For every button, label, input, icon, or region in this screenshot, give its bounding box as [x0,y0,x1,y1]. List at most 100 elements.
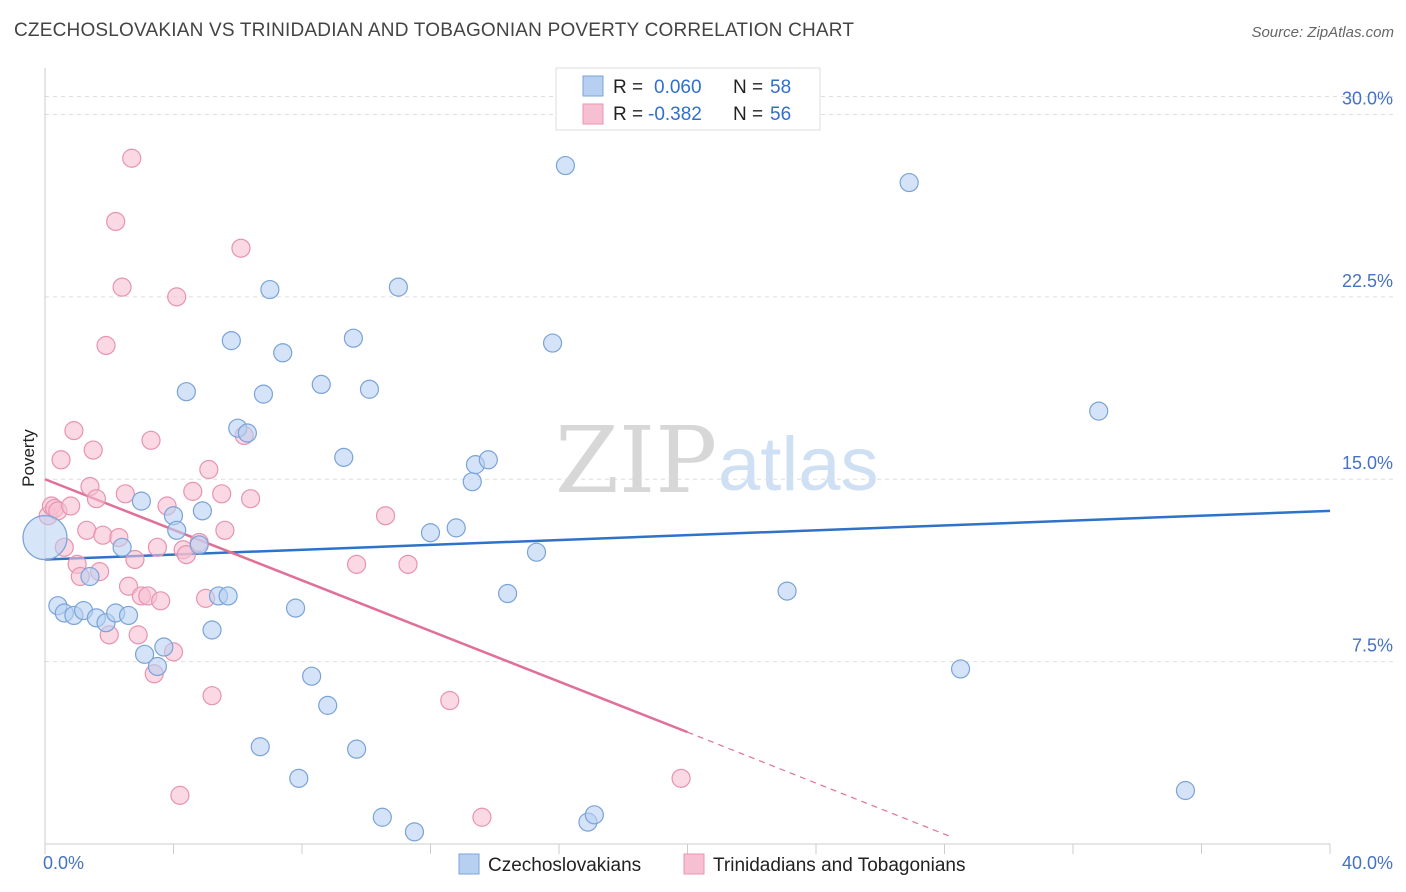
point-trinidadians-48 [347,554,367,574]
legend-swatch-blue [582,75,604,97]
point-czechoslovakians-23 [221,331,241,351]
legend-bottom-swatch-blue [458,853,480,875]
y-tick-labels: 7.5% 15.0% 22.5% 30.0% [1342,88,1393,655]
point-czechoslovakians-55 [950,659,971,679]
legend-n-label-blue: N = [733,77,763,98]
point-trinidadians-53 [671,768,691,788]
point-czechoslovakians-42 [420,523,441,543]
point-czechoslovakians-47 [498,583,518,604]
point-czechoslovakians-44 [462,472,482,492]
watermark-atlas: atlas [718,422,879,507]
legend-bottom-label-pink: Trinidadians and Tobagonians [713,855,965,876]
point-trinidadians-52 [472,807,492,827]
point-czechoslovakians-11 [131,491,151,511]
point-trinidadians-37 [176,545,196,565]
point-czechoslovakians-33 [311,374,331,394]
point-trinidadians-35 [170,785,190,805]
point-trinidadians-34 [167,287,187,307]
legend-bottom-swatch-pink [683,853,705,875]
y-tick-label-3: 30.0% [1342,88,1393,108]
point-trinidadians-10 [77,520,97,540]
point-czechoslovakians-40 [388,277,408,297]
point-czechoslovakians-41 [404,822,425,842]
legend-r-value-blue: 0.060 [654,77,702,98]
point-czechoslovakians-0 [22,514,68,561]
grid-lines [45,95,1393,663]
point-trinidadians-18 [106,211,126,232]
point-czechoslovakians-17 [176,382,196,402]
point-czechoslovakians-16 [167,520,187,540]
point-czechoslovakians-5 [80,566,100,587]
point-czechoslovakians-29 [273,343,293,363]
y-axis-title: Poverty [19,429,38,487]
point-czechoslovakians-57 [1175,780,1196,801]
point-trinidadians-28 [141,430,161,450]
point-czechoslovakians-12 [134,644,155,664]
point-trinidadians-4 [51,450,71,470]
legend-r-label-pink: R = [613,104,643,125]
legend-n-value-pink: 56 [770,104,791,125]
point-czechoslovakians-10 [118,605,139,626]
point-trinidadians-42 [202,686,222,706]
trend-line-0 [44,509,1331,561]
point-czechoslovakians-35 [334,447,354,467]
x-tick-label-1: 40.0% [1342,853,1393,873]
point-czechoslovakians-53 [777,581,797,601]
trend-line-2 [687,731,952,838]
point-czechoslovakians-32 [302,666,322,686]
point-czechoslovakians-54 [899,172,919,193]
point-trinidadians-12 [83,440,103,460]
point-trinidadians-31 [151,591,171,611]
legend-n-value-blue: 58 [770,77,791,98]
point-czechoslovakians-50 [555,155,576,176]
point-trinidadians-20 [112,277,132,297]
point-trinidadians-21 [115,484,135,504]
point-trinidadians-45 [231,238,251,258]
point-czechoslovakians-22 [218,586,238,606]
watermark: ZIP atlas [555,407,879,514]
y-tick-label-0: 7.5% [1352,636,1393,656]
point-czechoslovakians-20 [202,620,222,640]
point-czechoslovakians-14 [154,637,174,657]
legend-n-label-pink: N = [733,104,763,125]
point-czechoslovakians-38 [359,379,380,399]
legend-swatch-pink [582,103,604,125]
legend-r-value-pink: -0.382 [648,104,702,125]
point-trinidadians-50 [398,554,418,574]
legend-bottom-label-blue: Czechoslovakians [488,855,641,876]
point-czechoslovakians-19 [192,501,213,521]
legend-bottom: Czechoslovakians Trinidadians and Tobago… [458,853,965,876]
axes [44,68,1331,854]
point-czechoslovakians-56 [1089,401,1109,421]
point-trinidadians-44 [215,520,235,540]
point-czechoslovakians-48 [526,542,547,562]
point-czechoslovakians-37 [347,739,367,759]
point-trinidadians-22 [118,576,139,596]
point-trinidadians-43 [212,484,232,504]
point-czechoslovakians-39 [372,807,392,827]
trend-lines [44,478,1331,838]
point-czechoslovakians-49 [542,333,563,353]
point-trinidadians-7 [64,421,84,441]
y-tick-label-2: 22.5% [1342,271,1393,291]
point-czechoslovakians-31 [289,768,309,788]
x-tick-label-0: 0.0% [43,853,84,873]
point-trinidadians-24 [125,549,145,570]
point-trinidadians-38 [183,481,203,501]
point-trinidadians-51 [440,690,460,711]
point-czechoslovakians-18 [189,535,209,555]
point-czechoslovakians-43 [446,518,466,538]
data-points [22,148,1196,842]
point-czechoslovakians-52 [584,805,604,825]
point-trinidadians-6 [61,496,81,516]
legend-r-label-blue: R = [613,77,643,98]
source-label: Source: ZipAtlas.com [1251,24,1394,41]
point-trinidadians-47 [241,489,261,509]
point-czechoslovakians-27 [253,384,274,404]
x-tick-labels: 0.0% 40.0% [43,853,1393,873]
point-czechoslovakians-26 [250,737,270,757]
point-trinidadians-30 [147,537,168,557]
chart-title: CZECHOSLOVAKIAN VS TRINIDADIAN AND TOBAG… [14,20,855,41]
point-trinidadians-23 [122,148,142,168]
